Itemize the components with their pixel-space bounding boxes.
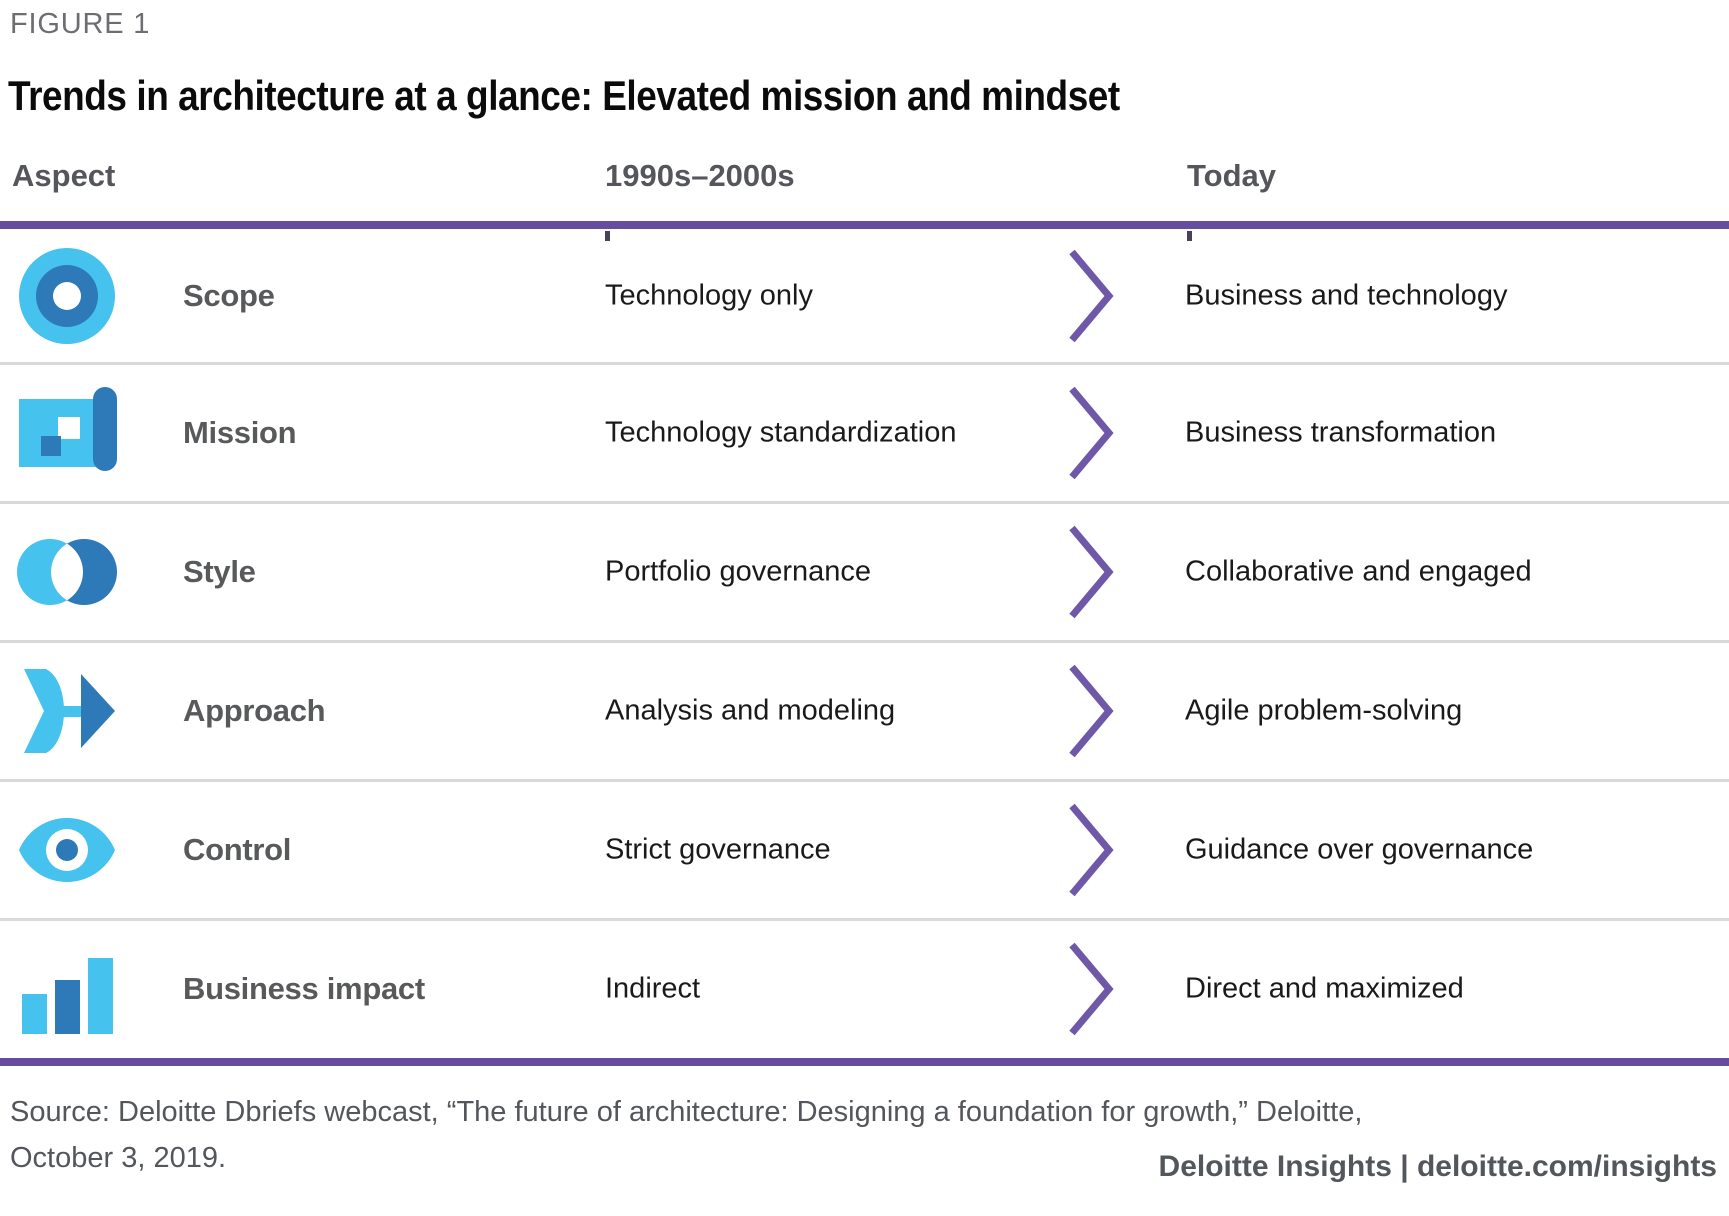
arrow-icon <box>14 658 120 764</box>
table-row: Scope Technology only Business and techn… <box>0 229 1729 362</box>
aspect-label: Approach <box>183 693 326 728</box>
table-row: Control Strict governance Guidance over … <box>0 779 1729 918</box>
past-value: Portfolio governance <box>605 555 871 588</box>
deloitte-insights-footer: Deloitte Insights | deloitte.com/insight… <box>1158 1150 1717 1183</box>
column-tick-today <box>1187 231 1192 241</box>
column-header-aspect: Aspect <box>12 158 116 193</box>
chevron-right-icon <box>1068 385 1114 481</box>
table-row: Style Portfolio governance Collaborative… <box>0 501 1729 640</box>
aspect-label: Style <box>183 554 256 589</box>
today-value: Collaborative and engaged <box>1185 555 1532 588</box>
chevron-right-icon <box>1068 941 1114 1037</box>
source-note: Source: Deloitte Dbriefs webcast, “The f… <box>10 1090 1362 1182</box>
table-row: Business impact Indirect Direct and maxi… <box>0 918 1729 1057</box>
aspect-label: Scope <box>183 277 275 313</box>
aspect-label: Mission <box>183 415 297 450</box>
aspect-table: Scope Technology only Business and techn… <box>0 229 1729 1057</box>
aspect-label: Control <box>183 832 292 867</box>
chevron-right-icon <box>1068 248 1114 344</box>
eye-icon <box>14 797 120 903</box>
page-title: Trends in architecture at a glance: Elev… <box>8 72 1120 119</box>
chevron-right-icon <box>1068 524 1114 620</box>
table-row: Mission Technology standardization Busin… <box>0 362 1729 501</box>
target-circles-icon <box>14 243 120 349</box>
past-value: Analysis and modeling <box>605 694 896 727</box>
figure-label: FIGURE 1 <box>10 8 151 40</box>
today-value: Agile problem-solving <box>1185 694 1463 727</box>
chevron-right-icon <box>1068 663 1114 759</box>
past-value: Strict governance <box>605 833 831 866</box>
header-rule <box>0 221 1729 229</box>
column-header-past: 1990s–2000s <box>605 158 795 193</box>
today-value: Business transformation <box>1185 416 1497 449</box>
bar-chart-icon <box>14 936 120 1042</box>
chevron-right-icon <box>1068 802 1114 898</box>
today-value: Guidance over governance <box>1185 833 1534 866</box>
aspect-label: Business impact <box>183 971 425 1006</box>
table-row: Approach Analysis and modeling Agile pro… <box>0 640 1729 779</box>
today-value: Business and technology <box>1185 279 1508 311</box>
today-value: Direct and maximized <box>1185 972 1464 1005</box>
source-line-2: October 3, 2019. <box>10 1141 227 1174</box>
source-line-1: Source: Deloitte Dbriefs webcast, “The f… <box>10 1096 1363 1128</box>
venn-circles-icon <box>14 519 120 625</box>
footer-rule <box>0 1058 1729 1066</box>
column-tick-past <box>605 231 610 241</box>
past-value: Technology only <box>605 279 813 311</box>
past-value: Indirect <box>605 972 701 1005</box>
past-value: Technology standardization <box>605 416 957 449</box>
blueprint-icon <box>14 380 120 486</box>
column-header-today: Today <box>1187 158 1276 193</box>
